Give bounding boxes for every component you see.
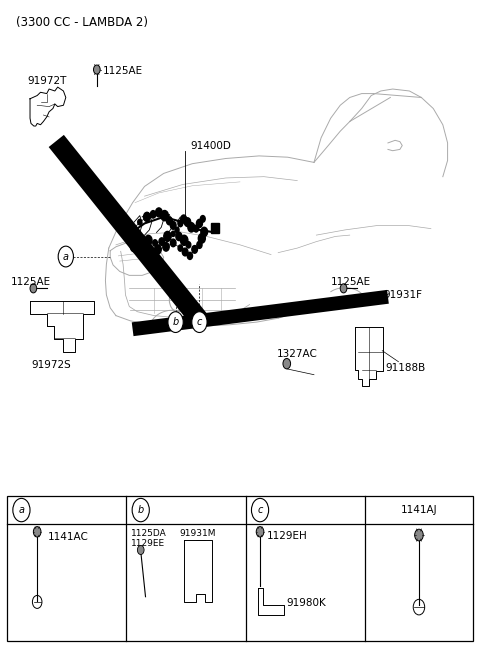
Circle shape bbox=[187, 252, 192, 259]
Circle shape bbox=[176, 232, 182, 241]
Text: b: b bbox=[172, 317, 179, 327]
Text: (3300 CC - LAMBDA 2): (3300 CC - LAMBDA 2) bbox=[16, 16, 148, 29]
Circle shape bbox=[138, 219, 142, 225]
Circle shape bbox=[126, 236, 132, 244]
Circle shape bbox=[144, 213, 150, 222]
Circle shape bbox=[188, 222, 195, 232]
Circle shape bbox=[167, 217, 172, 225]
Polygon shape bbox=[211, 224, 218, 233]
Circle shape bbox=[94, 65, 100, 74]
Text: 1327AC: 1327AC bbox=[277, 349, 318, 359]
Text: 1125AE: 1125AE bbox=[331, 277, 371, 287]
Circle shape bbox=[168, 312, 183, 333]
Circle shape bbox=[140, 235, 144, 242]
Circle shape bbox=[170, 239, 176, 246]
Circle shape bbox=[171, 231, 175, 237]
Text: 91972T: 91972T bbox=[28, 76, 67, 86]
Text: a: a bbox=[63, 252, 69, 261]
Circle shape bbox=[159, 238, 165, 245]
Circle shape bbox=[197, 241, 202, 248]
Circle shape bbox=[178, 220, 183, 227]
Circle shape bbox=[193, 225, 199, 232]
Circle shape bbox=[30, 284, 36, 293]
Circle shape bbox=[145, 235, 152, 245]
Circle shape bbox=[175, 227, 179, 233]
Text: b: b bbox=[138, 505, 144, 515]
Text: a: a bbox=[18, 505, 24, 515]
Text: 1125DA: 1125DA bbox=[131, 529, 167, 539]
Text: 91400D: 91400D bbox=[190, 141, 231, 151]
Text: 1125AE: 1125AE bbox=[11, 277, 51, 287]
Text: 1141AC: 1141AC bbox=[48, 532, 89, 542]
Circle shape bbox=[340, 284, 347, 293]
Circle shape bbox=[192, 312, 207, 333]
Circle shape bbox=[181, 215, 187, 223]
Text: 91931F: 91931F bbox=[383, 290, 422, 300]
Circle shape bbox=[201, 228, 207, 237]
Circle shape bbox=[415, 529, 423, 541]
Circle shape bbox=[153, 240, 157, 246]
Circle shape bbox=[137, 546, 144, 555]
Circle shape bbox=[150, 211, 156, 218]
Circle shape bbox=[34, 527, 41, 537]
Text: c: c bbox=[197, 317, 202, 327]
Circle shape bbox=[131, 242, 138, 252]
Circle shape bbox=[180, 235, 188, 245]
Text: 1125AE: 1125AE bbox=[103, 66, 143, 76]
Circle shape bbox=[156, 208, 162, 217]
Text: 91972S: 91972S bbox=[31, 360, 71, 370]
Circle shape bbox=[186, 242, 191, 248]
Circle shape bbox=[256, 527, 264, 537]
Circle shape bbox=[178, 245, 183, 251]
Circle shape bbox=[170, 222, 176, 230]
Circle shape bbox=[192, 246, 197, 253]
Text: 1129EE: 1129EE bbox=[131, 539, 165, 548]
Circle shape bbox=[130, 226, 135, 233]
Circle shape bbox=[283, 359, 290, 369]
Circle shape bbox=[163, 243, 169, 251]
Circle shape bbox=[132, 498, 149, 522]
Circle shape bbox=[252, 498, 269, 522]
Text: 1141AJ: 1141AJ bbox=[401, 505, 437, 515]
Text: 1129EH: 1129EH bbox=[267, 531, 308, 541]
Circle shape bbox=[200, 216, 205, 222]
Circle shape bbox=[184, 218, 191, 226]
Text: 91931M: 91931M bbox=[179, 529, 216, 539]
Circle shape bbox=[182, 248, 188, 256]
Text: c: c bbox=[257, 505, 263, 515]
Text: 91980K: 91980K bbox=[286, 599, 326, 608]
Circle shape bbox=[155, 245, 161, 254]
Circle shape bbox=[139, 246, 143, 252]
Circle shape bbox=[161, 211, 168, 221]
Circle shape bbox=[196, 219, 203, 228]
Circle shape bbox=[198, 233, 205, 243]
Text: 91188B: 91188B bbox=[385, 363, 426, 372]
Bar bbox=[7, 496, 473, 641]
Circle shape bbox=[135, 232, 139, 238]
Circle shape bbox=[164, 231, 171, 241]
Circle shape bbox=[58, 246, 73, 267]
Circle shape bbox=[13, 498, 30, 522]
Circle shape bbox=[146, 247, 152, 256]
